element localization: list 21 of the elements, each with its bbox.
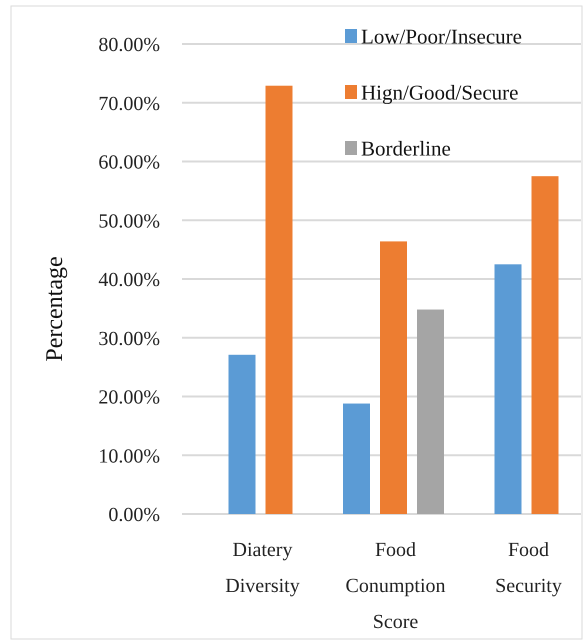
- y-tick-label: 10.00%: [98, 445, 160, 468]
- y-tick-label: 80.00%: [98, 34, 160, 56]
- legend-label: Hign/Good/Secure: [361, 80, 518, 104]
- y-tick-label: 20.00%: [98, 386, 160, 408]
- bar: [266, 86, 292, 514]
- bar: [532, 176, 558, 514]
- y-axis-title: Percentage: [42, 256, 68, 362]
- legend-label: Borderline: [361, 136, 451, 160]
- bar: [228, 354, 256, 514]
- x-tick-label: Food Conumption Score: [345, 539, 446, 633]
- y-tick-label: 40.00%: [98, 269, 160, 291]
- y-tick-label: 70.00%: [98, 92, 160, 115]
- y-tick-label: 0.00%: [108, 504, 160, 526]
- x-tick-label: Diatery Diversity: [225, 539, 300, 597]
- bar: [494, 264, 522, 514]
- x-tick-label: Food Security: [495, 539, 562, 597]
- bar: [417, 310, 444, 514]
- y-tick-label: 30.00%: [98, 328, 160, 350]
- y-tick-label: 50.00%: [98, 210, 160, 232]
- y-tick-label: 60.00%: [98, 152, 160, 174]
- legend-label: Low/Poor/Insecure: [361, 24, 522, 48]
